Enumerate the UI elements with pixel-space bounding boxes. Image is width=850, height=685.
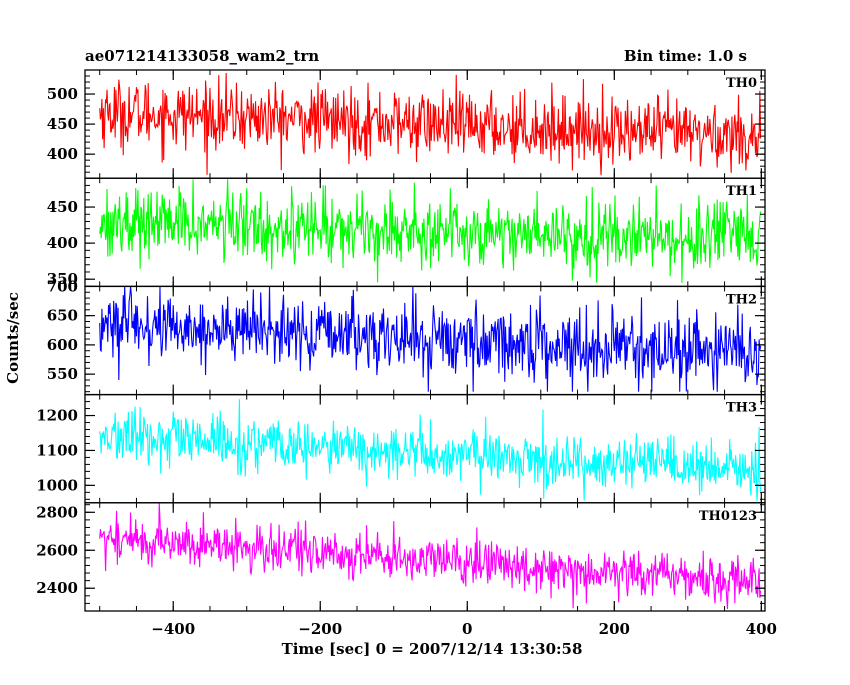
x-tick-label: 0 <box>462 620 472 638</box>
x-axis-label: Time [sec] 0 = 2007/12/14 13:30:58 <box>282 640 583 658</box>
y-tick-label: 2800 <box>36 503 78 521</box>
y-tick-label: 1200 <box>36 407 78 425</box>
panel-th0123: 2400 2600 2800 TH0123 <box>36 502 766 612</box>
panel-label-th1: TH1 <box>726 184 757 199</box>
y-tick-label: 650 <box>47 307 78 325</box>
y-tick-label: 400 <box>47 234 78 252</box>
series-line-th0123 <box>99 502 762 610</box>
panels-group: 400 450 500 TH0 350 400 450 TH1 550 600 650 700 TH2 1… <box>36 69 777 638</box>
panel-label-th0123: TH0123 <box>699 509 757 524</box>
series-line-th0 <box>99 72 762 176</box>
x-tick-label: −200 <box>298 620 342 638</box>
y-tick-label: 2400 <box>36 579 78 597</box>
panel-th1: 350 400 450 TH1 <box>47 177 766 288</box>
y-tick-label: 550 <box>47 365 78 383</box>
panel-label-th2: TH2 <box>726 292 757 307</box>
y-tick-label: 2600 <box>36 541 78 559</box>
chart-title: ae071214133058_wam2_trn <box>85 47 319 65</box>
panel-label-th3: TH3 <box>726 401 757 416</box>
y-tick-label: 400 <box>47 145 78 163</box>
y-tick-label: 500 <box>47 85 78 103</box>
x-tick-label: 200 <box>599 620 630 638</box>
y-tick-label: 450 <box>47 115 78 133</box>
y-tick-label: 600 <box>47 336 78 354</box>
y-tick-label: 350 <box>47 270 78 288</box>
panel-th2: 550 600 650 700 TH2 <box>47 277 766 396</box>
bin-time-label: Bin time: 1.0 s <box>624 47 747 65</box>
y-tick-label: 1000 <box>36 476 78 494</box>
y-tick-label: 450 <box>47 198 78 216</box>
y-tick-label: 1100 <box>36 441 78 459</box>
series-line-th3 <box>99 399 762 502</box>
panel-th3: 1000 1100 1200 TH3 <box>36 393 766 504</box>
series-line-th2 <box>99 286 762 392</box>
x-tick-label: 400 <box>746 620 777 638</box>
x-tick-label: −400 <box>151 620 195 638</box>
y-tick-label: 700 <box>47 277 78 295</box>
panel-frame <box>84 177 766 288</box>
series-line-th1 <box>99 179 762 283</box>
panel-th0: 400 450 500 TH0 <box>47 69 766 179</box>
panel-frame <box>84 502 766 612</box>
panel-label-th0: TH0 <box>726 76 757 91</box>
y-axis-label: Counts/sec <box>4 292 22 384</box>
